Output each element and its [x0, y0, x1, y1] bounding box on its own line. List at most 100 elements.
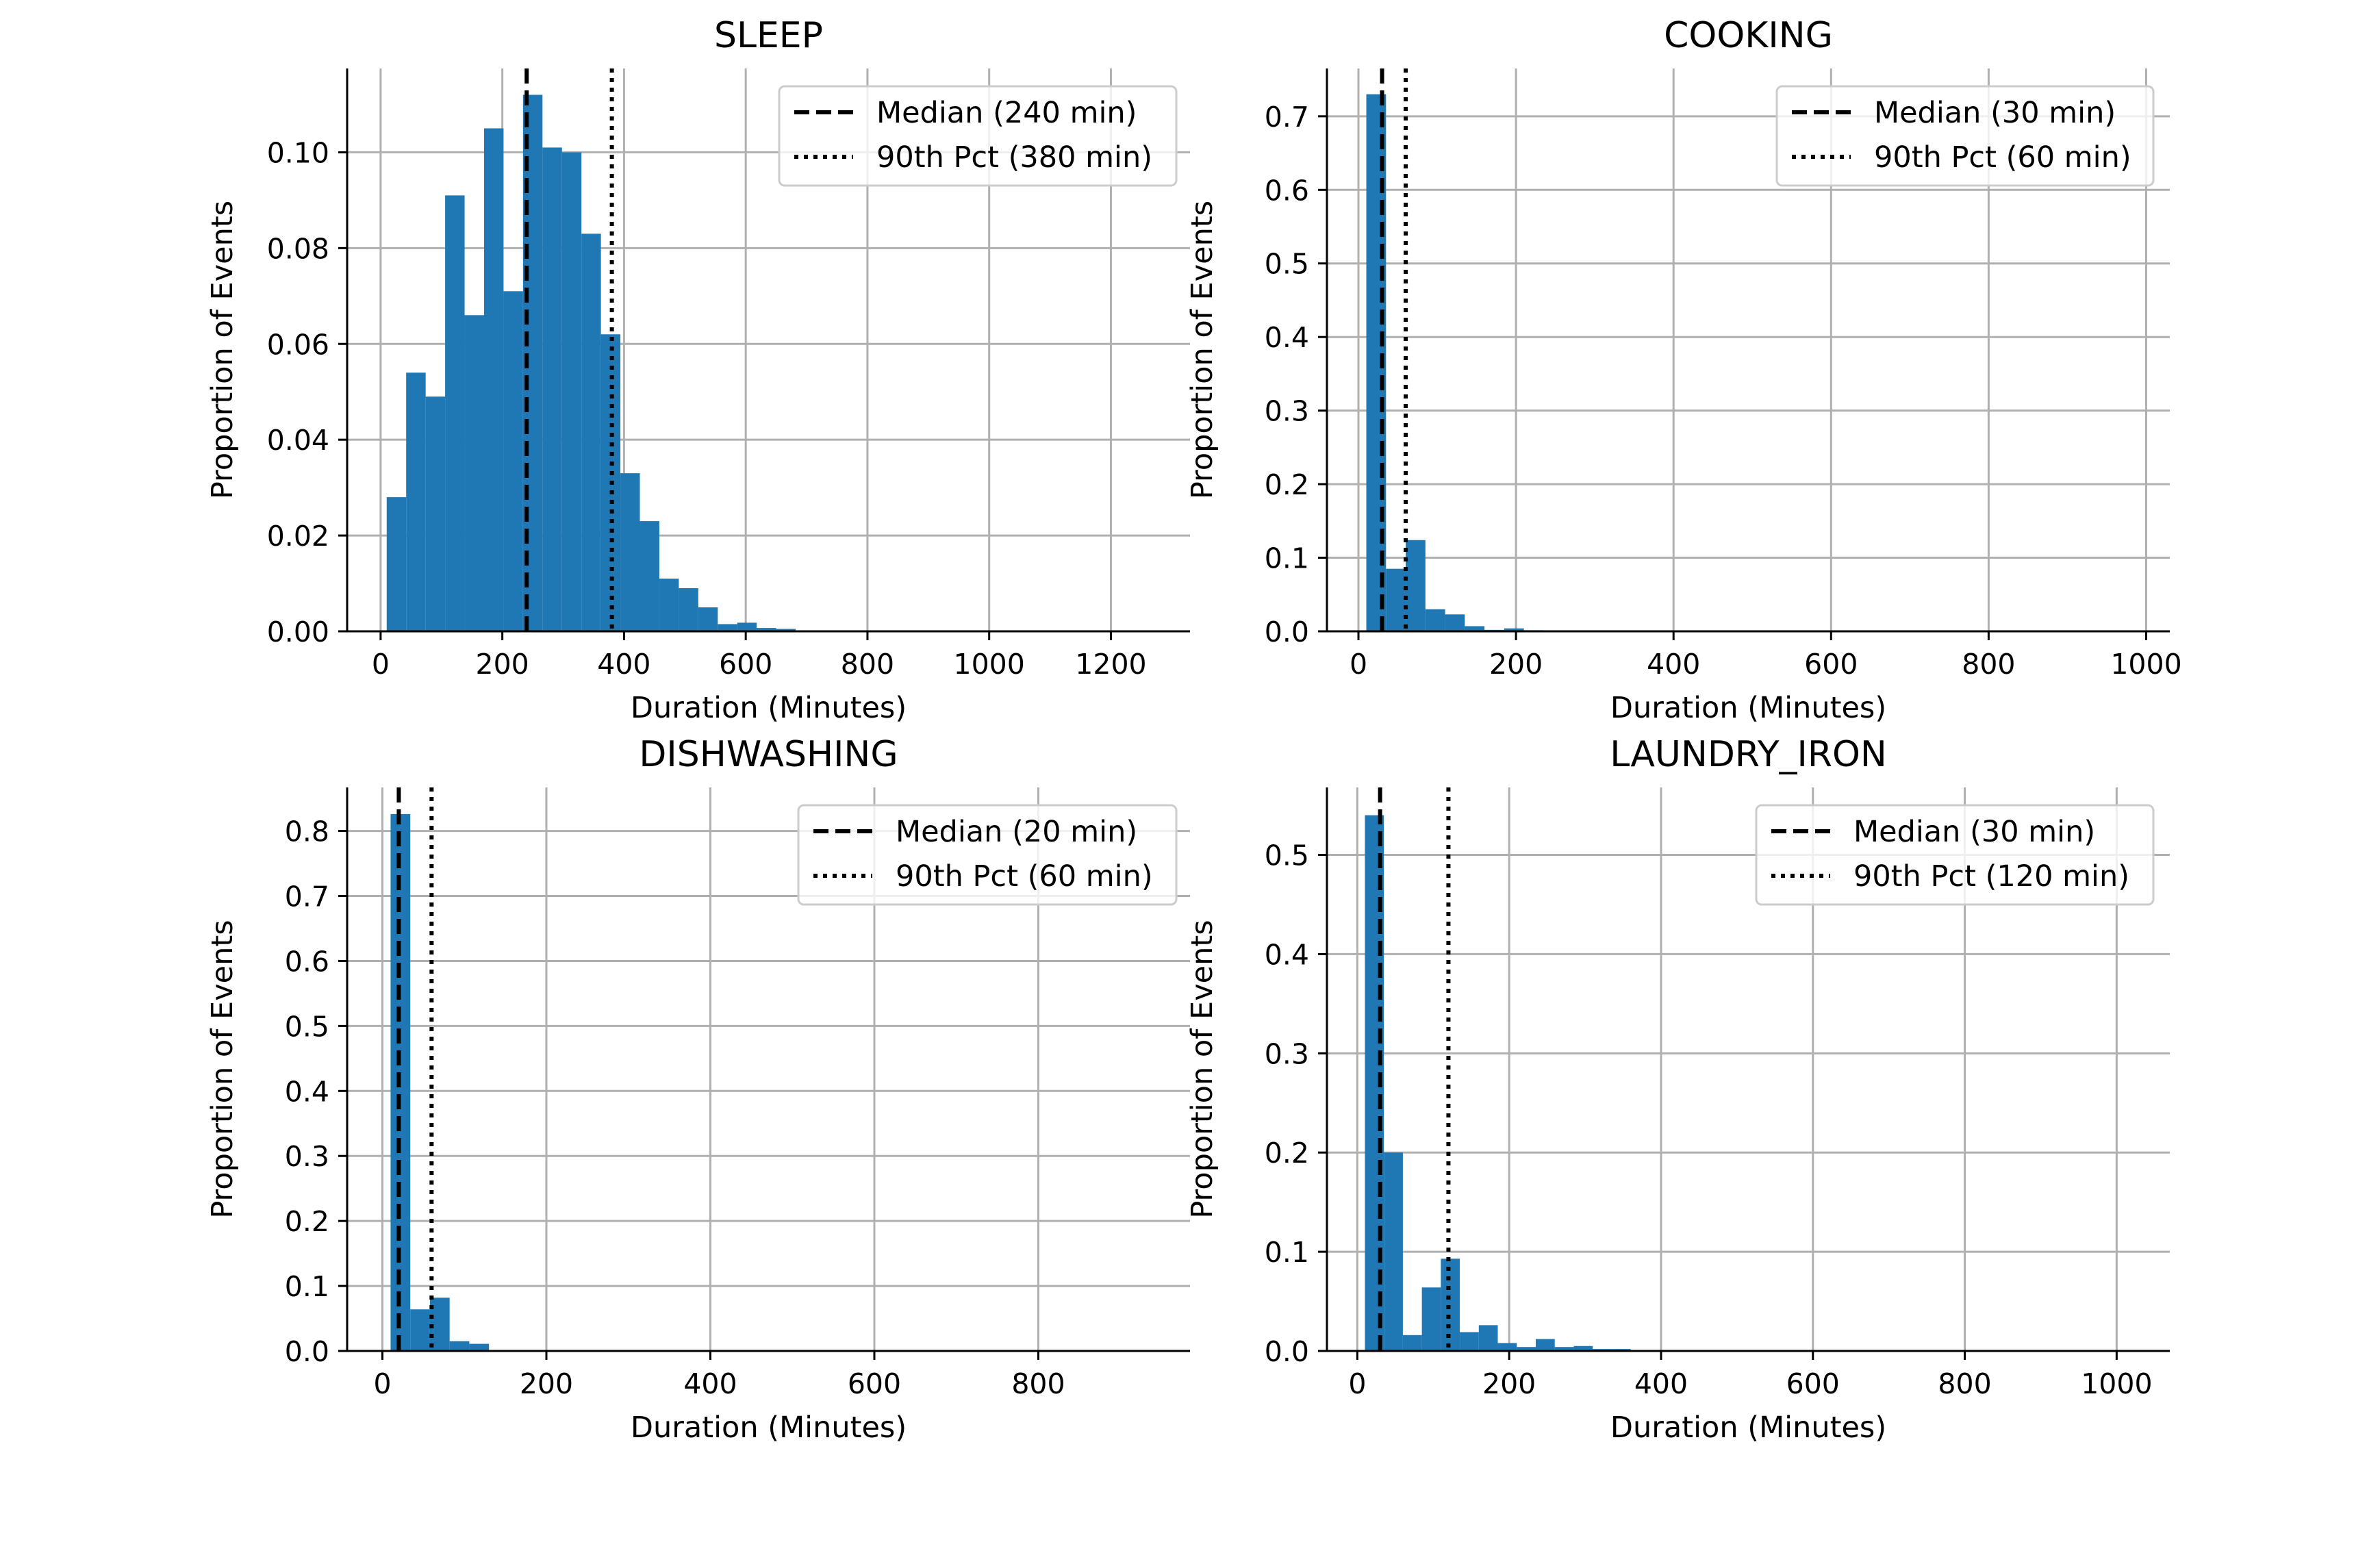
histogram-bar — [698, 607, 718, 631]
y-tick-label: 0.1 — [1265, 542, 1309, 575]
histogram-bar — [1497, 1343, 1517, 1351]
legend: Median (20 min) 90th Pct (60 min) — [797, 804, 1178, 906]
histogram-bar — [737, 622, 757, 631]
y-tick-label: 0.6 — [1265, 174, 1309, 207]
legend: Median (240 min) 90th Pct (380 min) — [778, 85, 1178, 187]
y-tick-label: 0.2 — [1265, 1137, 1309, 1170]
histogram-bar — [1504, 628, 1524, 631]
legend-pct90-label: 90th Pct (60 min) — [896, 859, 1153, 894]
y-tick-label: 0.5 — [1265, 839, 1309, 872]
histogram-bar — [445, 195, 465, 632]
y-tick-label: 0.04 — [267, 424, 329, 457]
y-axis-label: Proportion of Events — [1185, 201, 1219, 499]
histogram-bar — [1406, 540, 1426, 631]
histogram-bar — [1535, 1339, 1555, 1351]
y-tick-label: 0.4 — [285, 1075, 329, 1108]
y-tick-label: 0.5 — [285, 1010, 329, 1043]
x-tick-label: 800 — [1962, 648, 2015, 681]
legend-pct90-label: 90th Pct (120 min) — [1853, 859, 2129, 894]
x-tick-label: 400 — [1634, 1367, 1688, 1400]
histogram-bar — [406, 372, 426, 631]
histogram-bar — [1517, 1347, 1536, 1351]
histogram-bar — [1573, 1345, 1593, 1351]
x-tick-label: 400 — [1647, 648, 1700, 681]
x-tick-label: 200 — [520, 1367, 573, 1400]
legend: Median (30 min) 90th Pct (120 min) — [1755, 804, 2155, 906]
histogram-bar — [449, 1341, 470, 1351]
x-tick-label: 0 — [1348, 1367, 1366, 1400]
x-tick-label: 400 — [683, 1367, 737, 1400]
histogram-bar — [425, 396, 446, 631]
y-axis-label: Proportion of Events — [205, 920, 240, 1218]
histogram-bar — [1478, 1325, 1498, 1351]
y-tick-label: 0.1 — [1265, 1236, 1309, 1269]
x-tick-label: 1000 — [954, 648, 1025, 681]
histogram-bar — [1465, 626, 1485, 631]
y-axis-label: Proportion of Events — [205, 201, 240, 499]
legend-median-label: Median (30 min) — [1853, 815, 2095, 849]
x-axis-label: Duration (Minutes) — [631, 1411, 907, 1445]
histogram-bar — [1384, 1152, 1403, 1351]
x-axis-label: Duration (Minutes) — [1610, 1411, 1886, 1445]
histogram-bar — [620, 473, 640, 631]
panel-title: COOKING — [1664, 15, 1833, 56]
panel-title: SLEEP — [714, 15, 823, 56]
histogram-bar — [1386, 568, 1406, 631]
legend-box — [1775, 85, 2155, 187]
y-tick-label: 0.0 — [1265, 1335, 1309, 1368]
histogram-bar — [1445, 614, 1465, 631]
x-tick-label: 0 — [1350, 648, 1367, 681]
y-tick-label: 0.2 — [1265, 468, 1309, 501]
y-tick-label: 0.3 — [1265, 395, 1309, 428]
histogram-bar — [581, 233, 601, 632]
histogram-bar — [679, 588, 698, 631]
histogram-bar — [469, 1343, 490, 1351]
histogram-bar — [561, 152, 582, 631]
legend-median-label: Median (240 min) — [876, 96, 1137, 130]
histogram-bar — [757, 628, 776, 631]
x-tick-label: 600 — [1804, 648, 1858, 681]
x-tick-label: 600 — [719, 648, 772, 681]
histogram-bar — [483, 128, 504, 632]
x-tick-label: 0 — [372, 648, 390, 681]
chart-panel-cooking: 0 200 400 600 800 1000 0.0 0.1 0.2 0.3 0.4 0.5 0.6 0.… — [1185, 15, 2182, 725]
histogram-bar — [1421, 1287, 1441, 1351]
y-tick-label: 0.8 — [285, 816, 329, 848]
y-tick-label: 0.02 — [267, 520, 329, 553]
legend-pct90-label: 90th Pct (60 min) — [1874, 140, 2131, 175]
y-tick-label: 0.10 — [267, 136, 329, 169]
histogram-bar — [659, 579, 679, 631]
histogram-bar — [640, 521, 659, 631]
y-tick-label: 0.4 — [1265, 938, 1309, 971]
histogram-bar — [542, 147, 562, 631]
x-tick-label: 400 — [597, 648, 650, 681]
y-tick-label: 0.7 — [285, 881, 329, 913]
x-tick-label: 800 — [841, 648, 894, 681]
x-tick-label: 600 — [1786, 1367, 1840, 1400]
x-tick-label: 1000 — [2081, 1367, 2152, 1400]
chart-panel-laundry_iron: 0 200 400 600 800 1000 0.0 0.1 0.2 0.3 0.4 0.5 Durat… — [1185, 734, 2170, 1445]
x-tick-label: 200 — [476, 648, 529, 681]
y-tick-label: 0.1 — [285, 1270, 329, 1303]
y-axis-label: Proportion of Events — [1185, 920, 1219, 1218]
y-tick-label: 0.3 — [1265, 1037, 1309, 1070]
x-tick-label: 1000 — [2110, 648, 2181, 681]
legend-box — [1755, 804, 2155, 906]
y-tick-label: 0.3 — [285, 1140, 329, 1173]
legend-median-label: Median (20 min) — [896, 815, 1137, 849]
histogram-bar — [410, 1309, 430, 1351]
x-tick-label: 0 — [373, 1367, 391, 1400]
legend-pct90-label: 90th Pct (380 min) — [876, 140, 1152, 175]
x-tick-label: 600 — [848, 1367, 901, 1400]
y-tick-label: 0.06 — [267, 328, 329, 361]
panel-title: LAUNDRY_IRON — [1610, 734, 1887, 775]
histogram-bar — [1554, 1347, 1574, 1351]
x-tick-label: 1200 — [1075, 648, 1146, 681]
histogram-bar — [1425, 609, 1445, 631]
legend: Median (30 min) 90th Pct (60 min) — [1775, 85, 2155, 187]
histogram-bar — [386, 497, 407, 631]
histogram-bar — [464, 315, 484, 631]
x-tick-label: 800 — [1938, 1367, 1991, 1400]
legend-median-label: Median (30 min) — [1874, 96, 2116, 130]
